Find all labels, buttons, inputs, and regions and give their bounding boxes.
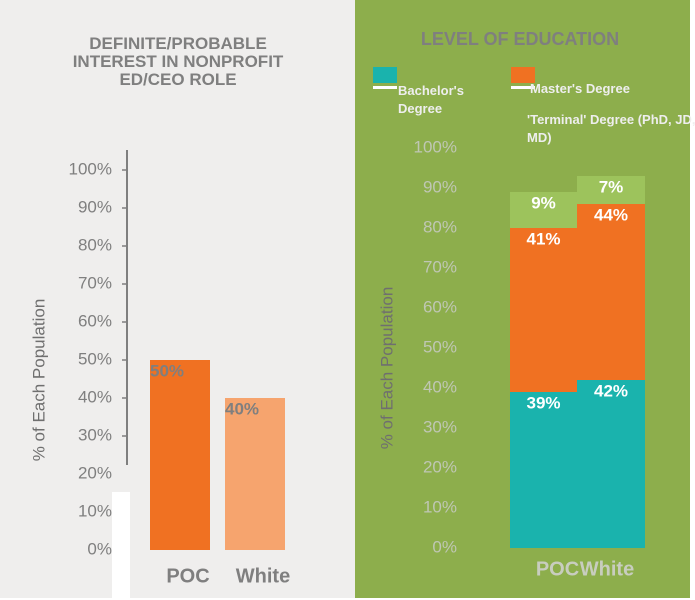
y-tick-label: 10% — [423, 497, 457, 516]
legend-swatch — [373, 67, 397, 83]
bar — [150, 360, 210, 550]
chart-title: DEFINITE/PROBABLE INTEREST IN NONPROFIT … — [72, 34, 284, 89]
bar-segment — [577, 380, 645, 548]
legend-underline — [373, 86, 397, 89]
legend-label: Bachelor's Degree — [398, 83, 464, 116]
y-tick-label: 50% — [78, 349, 112, 368]
y-tick-label: 40% — [78, 387, 112, 406]
data-label: 50% — [150, 361, 184, 380]
y-tick-label: 0% — [87, 539, 112, 558]
y-tick-label: 60% — [78, 311, 112, 330]
bar-segment — [577, 176, 645, 204]
y-tick-label: 90% — [423, 177, 457, 196]
y-tick-label: 90% — [78, 197, 112, 216]
y-tick-label: 70% — [423, 257, 457, 276]
data-label: 39% — [526, 393, 560, 412]
bar-segment — [510, 392, 577, 548]
data-label: 44% — [594, 205, 628, 224]
y-tick-label: 40% — [423, 377, 457, 396]
bar — [225, 398, 285, 550]
y-tick-label: 70% — [78, 273, 112, 292]
bar-segment — [577, 204, 645, 380]
data-label: 9% — [531, 193, 556, 212]
y-tick-label: 100% — [69, 159, 112, 178]
y-tick-label: 30% — [78, 425, 112, 444]
y-tick-label: 20% — [423, 457, 457, 476]
bar-segment — [510, 192, 577, 228]
y-tick-label: 20% — [78, 463, 112, 482]
legend-underline — [511, 86, 535, 89]
data-label: 42% — [594, 381, 628, 400]
x-tick-label: White — [236, 565, 290, 587]
y-tick-label: 100% — [414, 137, 457, 156]
x-tick-label: POC — [166, 565, 209, 587]
x-tick-label: POC — [536, 558, 579, 580]
y-tick-label: 30% — [423, 417, 457, 436]
y-tick-label: 80% — [78, 235, 112, 254]
y-tick-label: 10% — [78, 501, 112, 520]
data-label: 41% — [526, 229, 560, 248]
chart-title: LEVEL OF EDUCATION — [420, 29, 620, 49]
axis-gap — [112, 492, 130, 598]
legend-label: 'Terminal' Degree (PhD, JD, MD) — [527, 112, 695, 145]
legend-label: Master's Degree — [530, 81, 630, 96]
legend-swatch — [511, 67, 535, 83]
y-axis-label: % of Each Population — [377, 287, 396, 450]
data-label: 40% — [225, 399, 259, 418]
x-tick-label: White — [580, 558, 634, 580]
y-tick-label: 0% — [432, 537, 457, 556]
bar-segment — [510, 228, 577, 392]
data-label: 7% — [599, 177, 624, 196]
y-tick-label: 80% — [423, 217, 457, 236]
y-tick-label: 60% — [423, 297, 457, 316]
y-axis-label: % of Each Population — [29, 299, 48, 462]
y-tick-label: 50% — [423, 337, 457, 356]
